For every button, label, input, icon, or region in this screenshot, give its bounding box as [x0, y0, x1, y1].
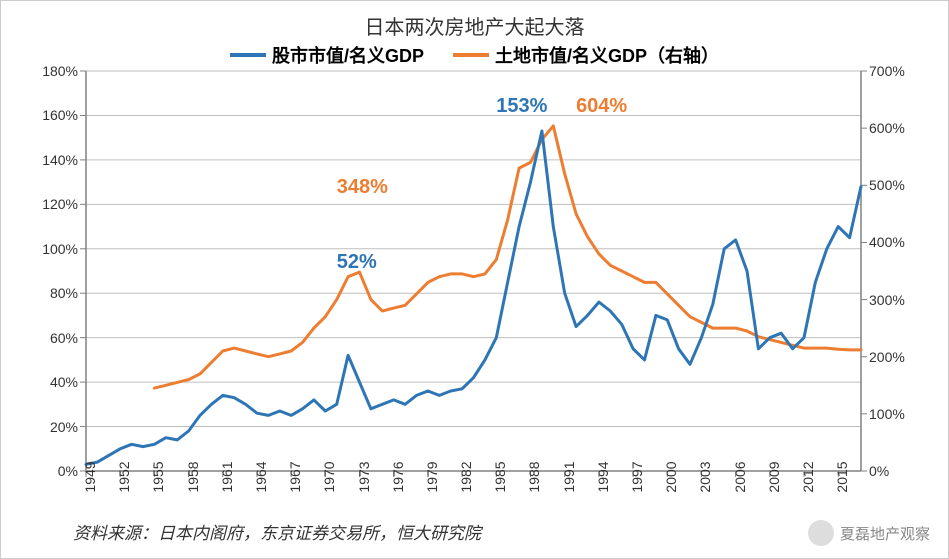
xtick: 1982: [458, 461, 474, 492]
xtick: 1967: [287, 461, 303, 492]
annotation: 153%: [496, 95, 547, 118]
xtick: 2006: [732, 461, 748, 492]
xtick: 1985: [492, 461, 508, 492]
legend-swatch-2: [453, 53, 489, 57]
xtick: 1997: [629, 461, 645, 492]
xtick: 1952: [116, 461, 132, 492]
chart-title: 日本两次房地产大起大落: [1, 11, 948, 40]
xtick: 1949: [82, 461, 98, 492]
ytick-left: 160%: [18, 107, 78, 123]
xtick: 1988: [526, 461, 542, 492]
xtick: 1994: [595, 461, 611, 492]
annotation: 604%: [576, 95, 627, 118]
legend-item-2: 土地市值/名义GDP（右轴）: [453, 42, 719, 68]
ytick-right: 0%: [869, 463, 929, 479]
ytick-right: 200%: [869, 349, 929, 365]
ytick-left: 100%: [18, 241, 78, 257]
ytick-left: 80%: [18, 285, 78, 301]
ytick-right: 300%: [869, 292, 929, 308]
chart-svg: [86, 71, 861, 471]
xtick: 1961: [219, 461, 235, 492]
xtick: 1964: [253, 461, 269, 492]
wechat-icon: [808, 520, 834, 546]
ytick-left: 140%: [18, 152, 78, 168]
ytick-right: 600%: [869, 120, 929, 136]
annotation: 348%: [337, 176, 388, 199]
ytick-right: 100%: [869, 406, 929, 422]
xtick: 2000: [663, 461, 679, 492]
xtick: 2009: [766, 461, 782, 492]
xtick: 1955: [150, 461, 166, 492]
xtick: 1973: [356, 461, 372, 492]
xtick: 1970: [321, 461, 337, 492]
ytick-left: 0%: [18, 463, 78, 479]
legend-swatch-1: [230, 53, 266, 57]
ytick-left: 40%: [18, 374, 78, 390]
chart-container: 日本两次房地产大起大落 股市市值/名义GDP 土地市值/名义GDP（右轴） 资料…: [0, 0, 949, 559]
xtick: 1991: [561, 461, 577, 492]
legend-label-2: 土地市值/名义GDP（右轴）: [495, 42, 719, 68]
watermark: 夏磊地产观察: [808, 520, 930, 546]
ytick-left: 180%: [18, 63, 78, 79]
xtick: 2012: [800, 461, 816, 492]
ytick-right: 400%: [869, 234, 929, 250]
ytick-right: 700%: [869, 63, 929, 79]
ytick-left: 20%: [18, 419, 78, 435]
source-text: 资料来源：日本内阁府，东京证券交易所，恒大研究院: [73, 519, 481, 544]
plot-area: [86, 71, 861, 471]
ytick-right: 500%: [869, 177, 929, 193]
ytick-left: 60%: [18, 330, 78, 346]
xtick: 1976: [390, 461, 406, 492]
xtick: 1958: [185, 461, 201, 492]
legend: 股市市值/名义GDP 土地市值/名义GDP（右轴）: [1, 41, 948, 68]
xtick: 2003: [697, 461, 713, 492]
watermark-text: 夏磊地产观察: [840, 523, 930, 544]
annotation: 52%: [337, 251, 377, 274]
xtick: 1979: [424, 461, 440, 492]
legend-item-1: 股市市值/名义GDP: [230, 42, 424, 68]
legend-label-1: 股市市值/名义GDP: [272, 42, 424, 68]
xtick: 2015: [834, 461, 850, 492]
ytick-left: 120%: [18, 196, 78, 212]
